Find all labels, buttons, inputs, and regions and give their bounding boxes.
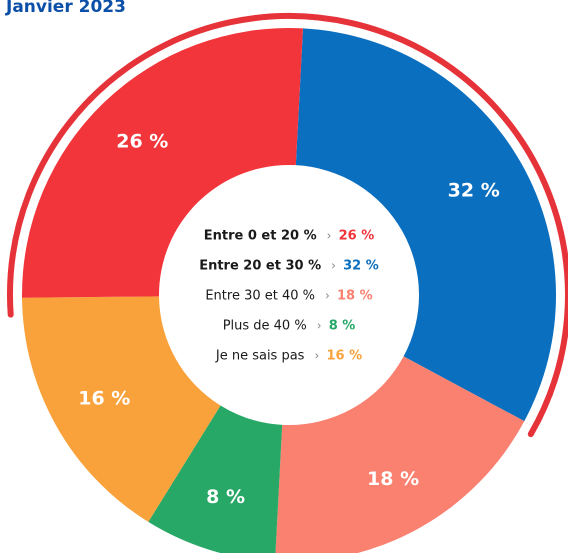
donut-slice	[275, 356, 525, 553]
legend-chevron: ›	[327, 229, 332, 243]
legend-chevron: ›	[325, 289, 330, 303]
legend-value: 32 %	[343, 259, 379, 274]
slice-label: 32 %	[448, 179, 500, 201]
legend-chevron: ›	[314, 349, 319, 363]
legend-chevron: ›	[331, 259, 336, 273]
legend-value: 18 %	[337, 289, 373, 304]
slice-label: 26 %	[116, 130, 168, 152]
donut-slice	[295, 28, 556, 422]
outer-arc	[7, 13, 568, 438]
legend-label: Entre 20 et 30 %	[199, 259, 321, 274]
chart-title: Janvier 2023	[5, 0, 126, 17]
legend-label: Plus de 40 %	[223, 319, 307, 334]
slice-label: 8 %	[206, 486, 245, 508]
legend-chevron: ›	[317, 319, 322, 333]
legend-value: 16 %	[326, 349, 362, 364]
legend-value: 26 %	[339, 229, 375, 244]
legend-label: Entre 30 et 40 %	[205, 289, 315, 304]
legend-label: Je ne sais pas	[215, 349, 305, 364]
donut-slice	[148, 405, 283, 553]
donut-slice	[22, 296, 221, 522]
legend-label: Entre 0 et 20 %	[204, 229, 317, 244]
slice-label: 16 %	[78, 388, 130, 410]
donut-slice	[22, 28, 303, 298]
legend: Entre 0 et 20 % › 26 % Entre 20 et 30 % › 32 …	[199, 229, 379, 364]
legend-value: 8 %	[329, 319, 356, 334]
slice-label: 18 %	[367, 468, 419, 490]
